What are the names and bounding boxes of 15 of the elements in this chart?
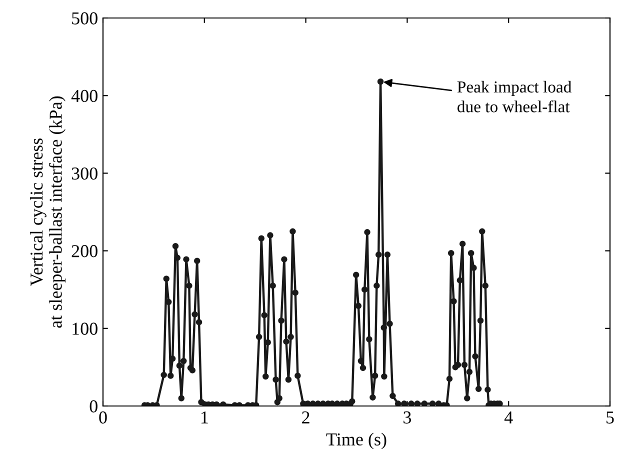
- annotation: Peak impact load due to wheel-flat: [457, 80, 572, 112]
- x-tick-label: 5: [606, 412, 614, 424]
- x-tick-label: 2: [302, 411, 310, 424]
- y-tick-label: 300: [72, 167, 98, 180]
- x-tick-label: 3: [404, 411, 412, 424]
- x-tick-label: 0: [99, 411, 107, 424]
- y-tick-label: 0: [90, 400, 98, 412]
- x-tick-label: 1: [201, 411, 208, 424]
- y-axis-title: Vertical cyclic stress at sleeper-ballast interface (kPa): [30, 96, 66, 328]
- y-tick-label: 200: [72, 245, 98, 258]
- y-tick-label: 400: [71, 90, 98, 102]
- x-axis-title: Time (s): [326, 432, 386, 450]
- x-tick-label: 4: [504, 412, 513, 424]
- y-tick-label: 500: [72, 12, 98, 24]
- y-tick-label: 100: [72, 322, 98, 335]
